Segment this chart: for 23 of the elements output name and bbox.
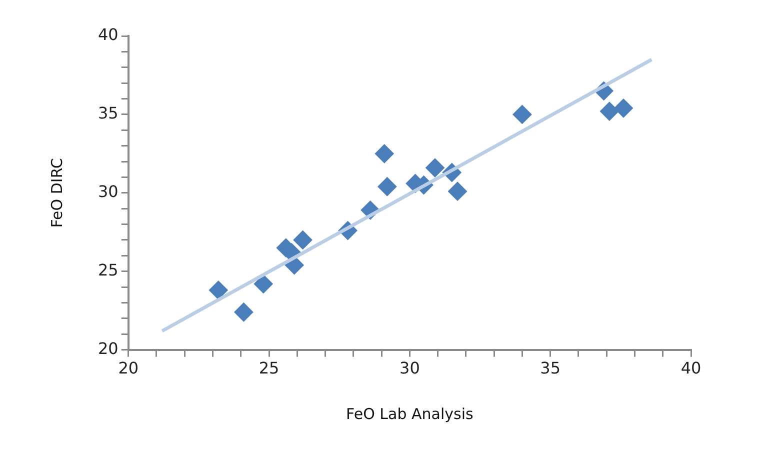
point (234, 302, 254, 322)
point (378, 177, 397, 196)
y-axis-title: FeO DIRC (48, 158, 66, 228)
y-tick-label: 35 (98, 104, 118, 123)
point (208, 280, 228, 300)
x-tick-label: 40 (680, 358, 702, 378)
x-tick-label: 35 (540, 358, 561, 378)
point (374, 144, 394, 164)
point (426, 158, 444, 178)
point (600, 102, 619, 121)
x-tick-label: 25 (258, 358, 280, 378)
point (448, 182, 468, 201)
point (293, 230, 312, 250)
y-tick-label: 25 (98, 260, 118, 280)
x-tick-label: 20 (118, 358, 139, 378)
y-tick-label: 30 (98, 182, 118, 202)
x-axis-title: FeO Lab Analysis (346, 404, 474, 423)
y-tick-label: 20 (98, 338, 118, 358)
point (254, 274, 273, 294)
x-tick-label: 30 (400, 358, 420, 378)
point (512, 104, 532, 124)
point (614, 98, 633, 118)
y-tick-label: 40 (98, 25, 118, 44)
